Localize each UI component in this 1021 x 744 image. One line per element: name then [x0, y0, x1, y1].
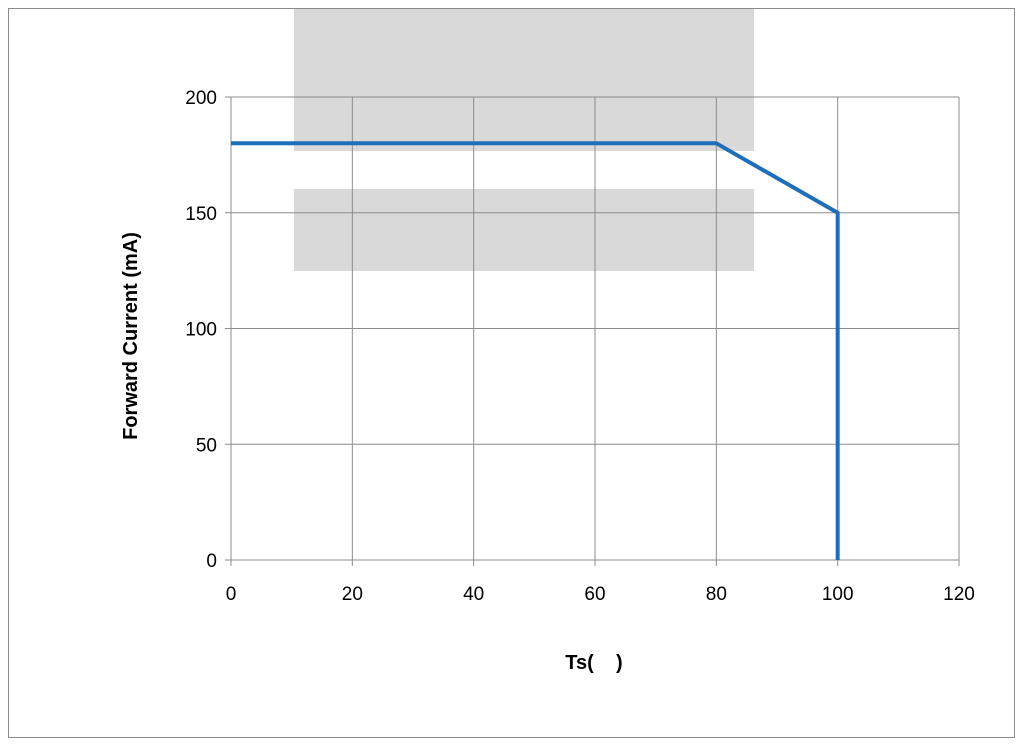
chart-frame: 0 50 100 150 200 0 20 40 60 80 100 120 Forward Cur… — [8, 8, 1015, 738]
y-tick-label: 0 — [206, 551, 217, 572]
x-tick-label: 40 — [463, 584, 484, 605]
derating-chart: 0 50 100 150 200 0 20 40 60 80 100 120 Forward Cur… — [120, 9, 975, 674]
x-tick-label: 20 — [342, 584, 363, 605]
y-tick-labels: 0 50 100 150 200 — [185, 88, 217, 572]
x-tick-label: 100 — [822, 584, 854, 605]
x-axis-title: Ts( ) — [565, 652, 622, 674]
forward-current-line — [231, 141, 840, 560]
axes — [225, 96, 960, 566]
x-tick-label: 80 — [706, 584, 727, 605]
x-tick-label: 0 — [226, 584, 237, 605]
y-tick-label: 150 — [185, 204, 217, 225]
x-tick-labels: 0 20 40 60 80 100 120 — [226, 584, 975, 605]
watermark — [294, 9, 754, 271]
y-tick-label: 100 — [185, 320, 217, 341]
x-tick-label: 120 — [943, 584, 975, 605]
y-tick-label: 50 — [196, 435, 217, 456]
series-layer — [231, 141, 840, 560]
grid-lines — [231, 96, 960, 560]
y-tick-label: 200 — [185, 88, 217, 109]
y-axis-title: Forward Current (mA) — [120, 232, 142, 440]
x-tick-label: 60 — [584, 584, 605, 605]
